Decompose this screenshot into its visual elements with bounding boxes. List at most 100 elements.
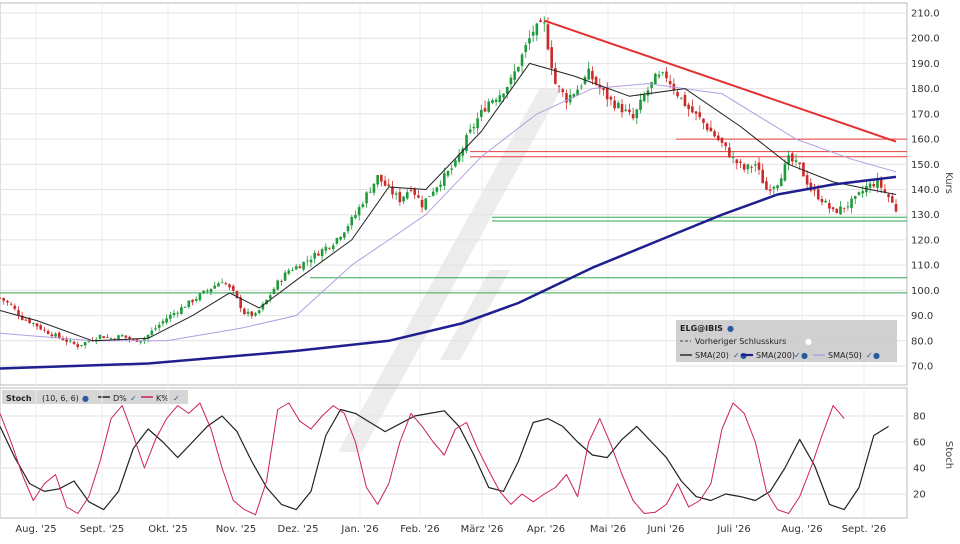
candle-body <box>220 282 224 284</box>
candle-body <box>853 195 857 199</box>
legend-globe-icon: ● <box>727 324 734 333</box>
price-tick-label: 210.0 <box>911 9 940 20</box>
candle-body <box>587 68 590 80</box>
legend-check-icon[interactable]: ✓ <box>866 351 873 360</box>
stoch-tick-label: 80 <box>913 412 926 423</box>
candle-body <box>813 189 816 191</box>
candle-body <box>750 166 753 168</box>
price-tick-label: 110.0 <box>911 261 940 272</box>
legend-globe-icon[interactable]: ● <box>801 351 808 360</box>
x-tick-label: Juli '26 <box>716 524 751 535</box>
candle-body <box>180 307 183 314</box>
candle-body <box>176 312 180 314</box>
candle-body <box>109 338 113 340</box>
candle-body <box>476 118 479 129</box>
stoch-tick-label: 20 <box>913 490 926 501</box>
stoch-legend-check-icon[interactable]: ✓ <box>130 394 137 403</box>
candle-body <box>783 163 787 181</box>
x-tick-label: Juni '26 <box>646 524 684 535</box>
candle-body <box>487 101 491 112</box>
legend-globe-icon[interactable]: ● <box>873 351 880 360</box>
candle-body <box>194 298 198 301</box>
candle-body <box>309 259 313 263</box>
candle-body <box>124 335 128 338</box>
candle-body <box>890 196 894 203</box>
x-tick-label: Sept. '26 <box>842 524 887 535</box>
price-axis-label: Kurs <box>943 172 954 194</box>
candle-body <box>794 160 798 162</box>
candle-body <box>154 328 157 330</box>
stoch-legend-check-icon[interactable]: ✓ <box>173 394 180 403</box>
legend-check-icon[interactable]: ✓ <box>794 351 801 360</box>
stoch-pane-border <box>0 387 908 519</box>
candle-body <box>883 189 887 193</box>
candle-body <box>468 129 472 133</box>
legend-check-icon[interactable]: ✓ <box>733 351 740 360</box>
candle-body <box>887 194 890 198</box>
candle-body <box>28 318 31 324</box>
candle-body <box>613 100 616 109</box>
candle-body <box>20 315 24 320</box>
candle-body <box>768 189 772 191</box>
candle-body <box>724 142 727 147</box>
candle-body <box>169 314 172 319</box>
legend: ELG@IBIS ● Vorheriger Schlusskurs ● SMA(… <box>676 320 897 362</box>
candle-body <box>454 160 457 167</box>
candle-body <box>557 85 561 87</box>
legend-item-label: SMA(200) <box>756 351 795 360</box>
candle-body <box>172 313 176 315</box>
candle-body <box>346 226 350 232</box>
candle-body <box>120 335 124 337</box>
candle-body <box>839 206 842 215</box>
candle-body <box>231 285 235 291</box>
candle-body <box>505 87 509 94</box>
candle-body <box>2 297 6 301</box>
candle-body <box>72 341 76 344</box>
candle-body <box>405 192 409 199</box>
candle-body <box>450 168 454 170</box>
candle-body <box>206 290 209 292</box>
candle-body <box>531 31 535 36</box>
candle-body <box>209 288 213 293</box>
candle-body <box>761 169 765 184</box>
candle-body <box>435 187 439 192</box>
candle-body <box>498 95 502 103</box>
candle-body <box>339 236 342 240</box>
candle-body <box>776 185 779 189</box>
candle-body <box>857 192 861 195</box>
candle-body <box>302 261 305 270</box>
candle-body <box>54 333 57 337</box>
candle-body <box>802 162 805 177</box>
candle-body <box>106 337 109 338</box>
candle-body <box>694 111 698 114</box>
candle-body <box>805 175 809 185</box>
candle-body <box>535 23 539 36</box>
candle-body <box>187 300 191 308</box>
candle-body <box>324 246 328 251</box>
candle-body <box>457 154 461 162</box>
candle-body <box>861 191 864 194</box>
candle-body <box>524 45 528 52</box>
candle-body <box>24 319 28 321</box>
candle-body <box>828 203 831 209</box>
candle-body <box>394 193 398 195</box>
candle-body <box>424 198 428 210</box>
candle-body <box>328 247 331 249</box>
candle-body <box>368 191 372 193</box>
candle-body <box>402 196 405 202</box>
legend-title: ELG@IBIS <box>680 324 723 333</box>
price-tick-label: 140.0 <box>911 185 940 196</box>
candle-body <box>598 84 602 89</box>
price-tick-label: 70.0 <box>911 362 933 373</box>
candle-body <box>572 94 576 98</box>
price-tick-label: 180.0 <box>911 84 940 95</box>
candle-body <box>80 345 83 346</box>
price-pane-border <box>0 2 908 386</box>
x-tick-label: Aug. '25 <box>15 524 56 535</box>
x-tick-label: Jan. '26 <box>340 524 378 535</box>
price-pane: 210.0 200.0 190.0 180.0 170.0 160.0 150.0 140.0… <box>0 2 954 386</box>
candle-body <box>354 214 357 219</box>
candle-body <box>191 300 194 303</box>
